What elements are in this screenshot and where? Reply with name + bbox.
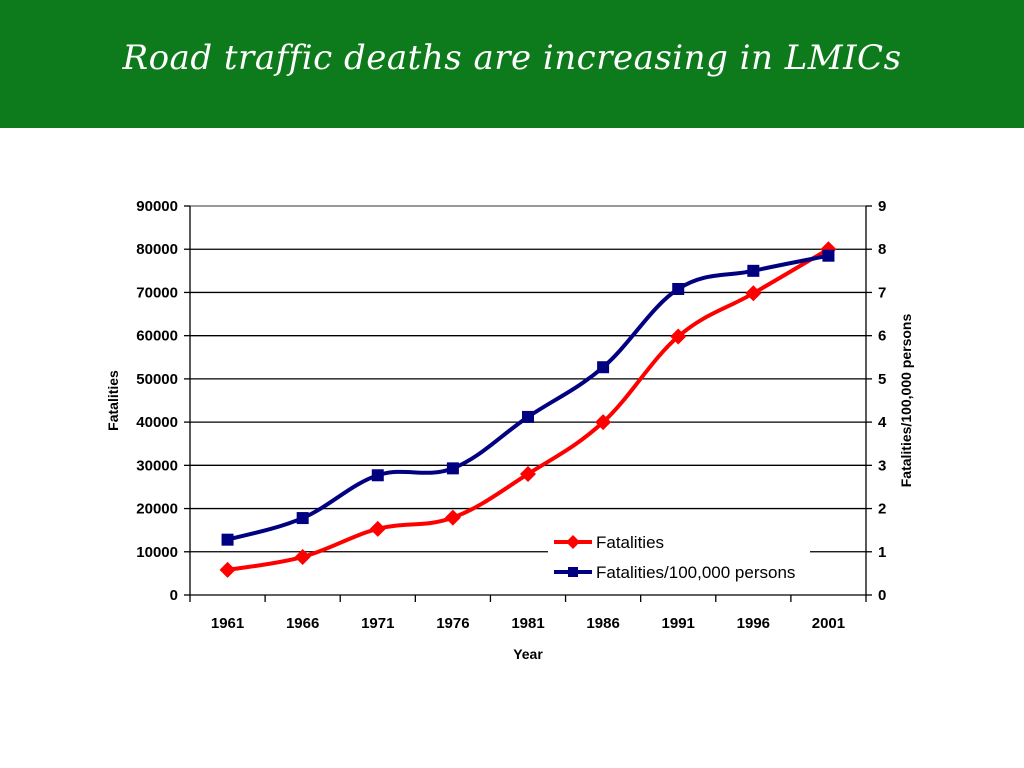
x-tick-label: 1991: [662, 615, 695, 632]
right-tick-label: 7: [878, 284, 886, 301]
right-tick-label: 2: [878, 501, 886, 518]
legend-label: Fatalities/100,000 persons: [596, 563, 795, 582]
left-tick-label: 80000: [136, 241, 178, 258]
title-banner: [0, 0, 1024, 128]
left-tick-label: 10000: [136, 544, 178, 561]
x-tick-label: 1971: [361, 615, 394, 632]
left-tick-label: 60000: [136, 328, 178, 345]
data-point-fatalities: [294, 548, 311, 565]
data-point-fatalities: [444, 509, 461, 526]
x-tick-label: 1961: [211, 615, 244, 632]
left-tick-label: 40000: [136, 414, 178, 431]
y2-axis-title: Fatalities/100,000 persons: [898, 314, 914, 488]
x-tick-label: 1981: [511, 615, 544, 632]
data-point-rate: [446, 462, 459, 475]
x-tick-label: 1986: [586, 615, 619, 632]
right-tick-label: 4: [878, 414, 887, 431]
data-point-rate: [296, 512, 309, 525]
left-tick-label: 30000: [136, 457, 178, 474]
legend-box: [548, 526, 810, 588]
legend-marker-square: [568, 567, 578, 577]
left-tick-label: 70000: [136, 284, 178, 301]
x-tick-label: 1966: [286, 615, 319, 632]
right-tick-label: 0: [878, 587, 886, 604]
legend-label: Fatalities: [596, 533, 664, 552]
right-tick-label: 1: [878, 544, 886, 561]
data-point-fatalities: [670, 328, 687, 345]
series-line-fatalities: [227, 247, 830, 572]
right-tick-label: 5: [878, 371, 886, 388]
data-point-rate: [597, 361, 610, 374]
data-point-fatalities: [369, 520, 386, 537]
right-tick-label: 9: [878, 198, 886, 215]
data-point-rate: [747, 264, 760, 277]
data-point-fatalities: [595, 414, 612, 431]
data-point-rate: [822, 249, 835, 262]
legend-marker-diamond: [566, 535, 580, 549]
x-axis-title: Year: [513, 646, 543, 662]
data-point-fatalities: [219, 561, 236, 578]
y-axis-title: Fatalities: [105, 370, 121, 431]
left-tick-label: 90000: [136, 198, 178, 215]
left-tick-label: 0: [170, 587, 178, 604]
right-tick-label: 6: [878, 328, 886, 345]
left-tick-label: 20000: [136, 501, 178, 518]
right-tick-label: 3: [878, 457, 886, 474]
x-tick-label: 1996: [737, 615, 770, 632]
left-tick-label: 50000: [136, 371, 178, 388]
data-point-fatalities: [745, 285, 762, 302]
data-point-rate: [221, 533, 234, 546]
data-point-fatalities: [520, 465, 536, 482]
right-tick-label: 8: [878, 241, 886, 258]
data-point-rate: [522, 410, 534, 423]
data-point-rate: [371, 469, 384, 482]
x-tick-label: 2001: [812, 615, 845, 632]
series-line-rate: [227, 253, 829, 542]
data-point-rate: [672, 282, 685, 295]
x-tick-label: 1976: [436, 615, 469, 632]
slide-title: Road traffic deaths are increasing in LM…: [122, 38, 902, 78]
